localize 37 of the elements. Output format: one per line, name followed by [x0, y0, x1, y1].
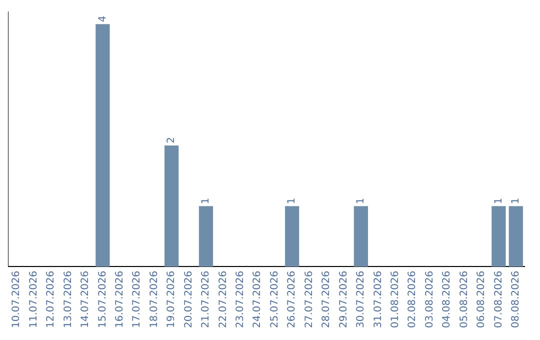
- x-tick-label: 05.08.2026: [458, 270, 470, 328]
- x-tick-label: 14.07.2026: [80, 270, 92, 328]
- x-tick-label: 28.07.2026: [321, 270, 332, 328]
- x-tick-label: 04.08.2026: [442, 270, 453, 328]
- x-tick-label: 03.08.2026: [424, 270, 436, 328]
- x-tick-label: 21.07.2026: [200, 270, 212, 328]
- x-tick-label: 02.08.2026: [407, 270, 418, 328]
- data-label: 1: [200, 198, 212, 204]
- x-tick-label: 25.07.2026: [269, 270, 280, 328]
- data-label: 1: [356, 198, 367, 204]
- x-tick-label: 30.07.2026: [356, 270, 367, 328]
- x-tick-label: 01.08.2026: [390, 270, 401, 328]
- x-tick-label: 18.07.2026: [148, 270, 160, 328]
- x-tick-label: 12.07.2026: [46, 270, 57, 328]
- x-tick-label: 27.07.2026: [304, 270, 315, 328]
- x-tick-label: 13.07.2026: [62, 270, 74, 328]
- data-label: 1: [493, 198, 504, 204]
- x-tick-label: 26.07.2026: [286, 270, 298, 328]
- x-tick-label: 19.07.2026: [166, 270, 178, 328]
- x-tick-label: 08.08.2026: [510, 270, 522, 328]
- x-tick-label: 15.07.2026: [97, 270, 108, 328]
- data-label: 1: [510, 198, 522, 204]
- x-tick-label: 22.07.2026: [218, 270, 229, 328]
- x-tick-label: 23.07.2026: [235, 270, 246, 328]
- x-tick-label: 20.07.2026: [183, 270, 194, 328]
- x-tick-label: 17.07.2026: [132, 270, 143, 328]
- x-tick-label: 31.07.2026: [372, 270, 384, 328]
- x-tick-label: 11.07.2026: [28, 270, 40, 328]
- x-tick-label: 07.08.2026: [493, 270, 504, 328]
- x-tick-label: 06.08.2026: [476, 270, 488, 328]
- x-tick-label: 29.07.2026: [338, 270, 350, 328]
- x-tick-label: 24.07.2026: [252, 270, 264, 328]
- data-label: 1: [286, 198, 298, 204]
- x-tick-label: 10.07.2026: [11, 270, 22, 328]
- x-tick-label: 16.07.2026: [114, 270, 126, 328]
- data-label: 4: [97, 16, 108, 22]
- data-label: 2: [166, 137, 178, 144]
